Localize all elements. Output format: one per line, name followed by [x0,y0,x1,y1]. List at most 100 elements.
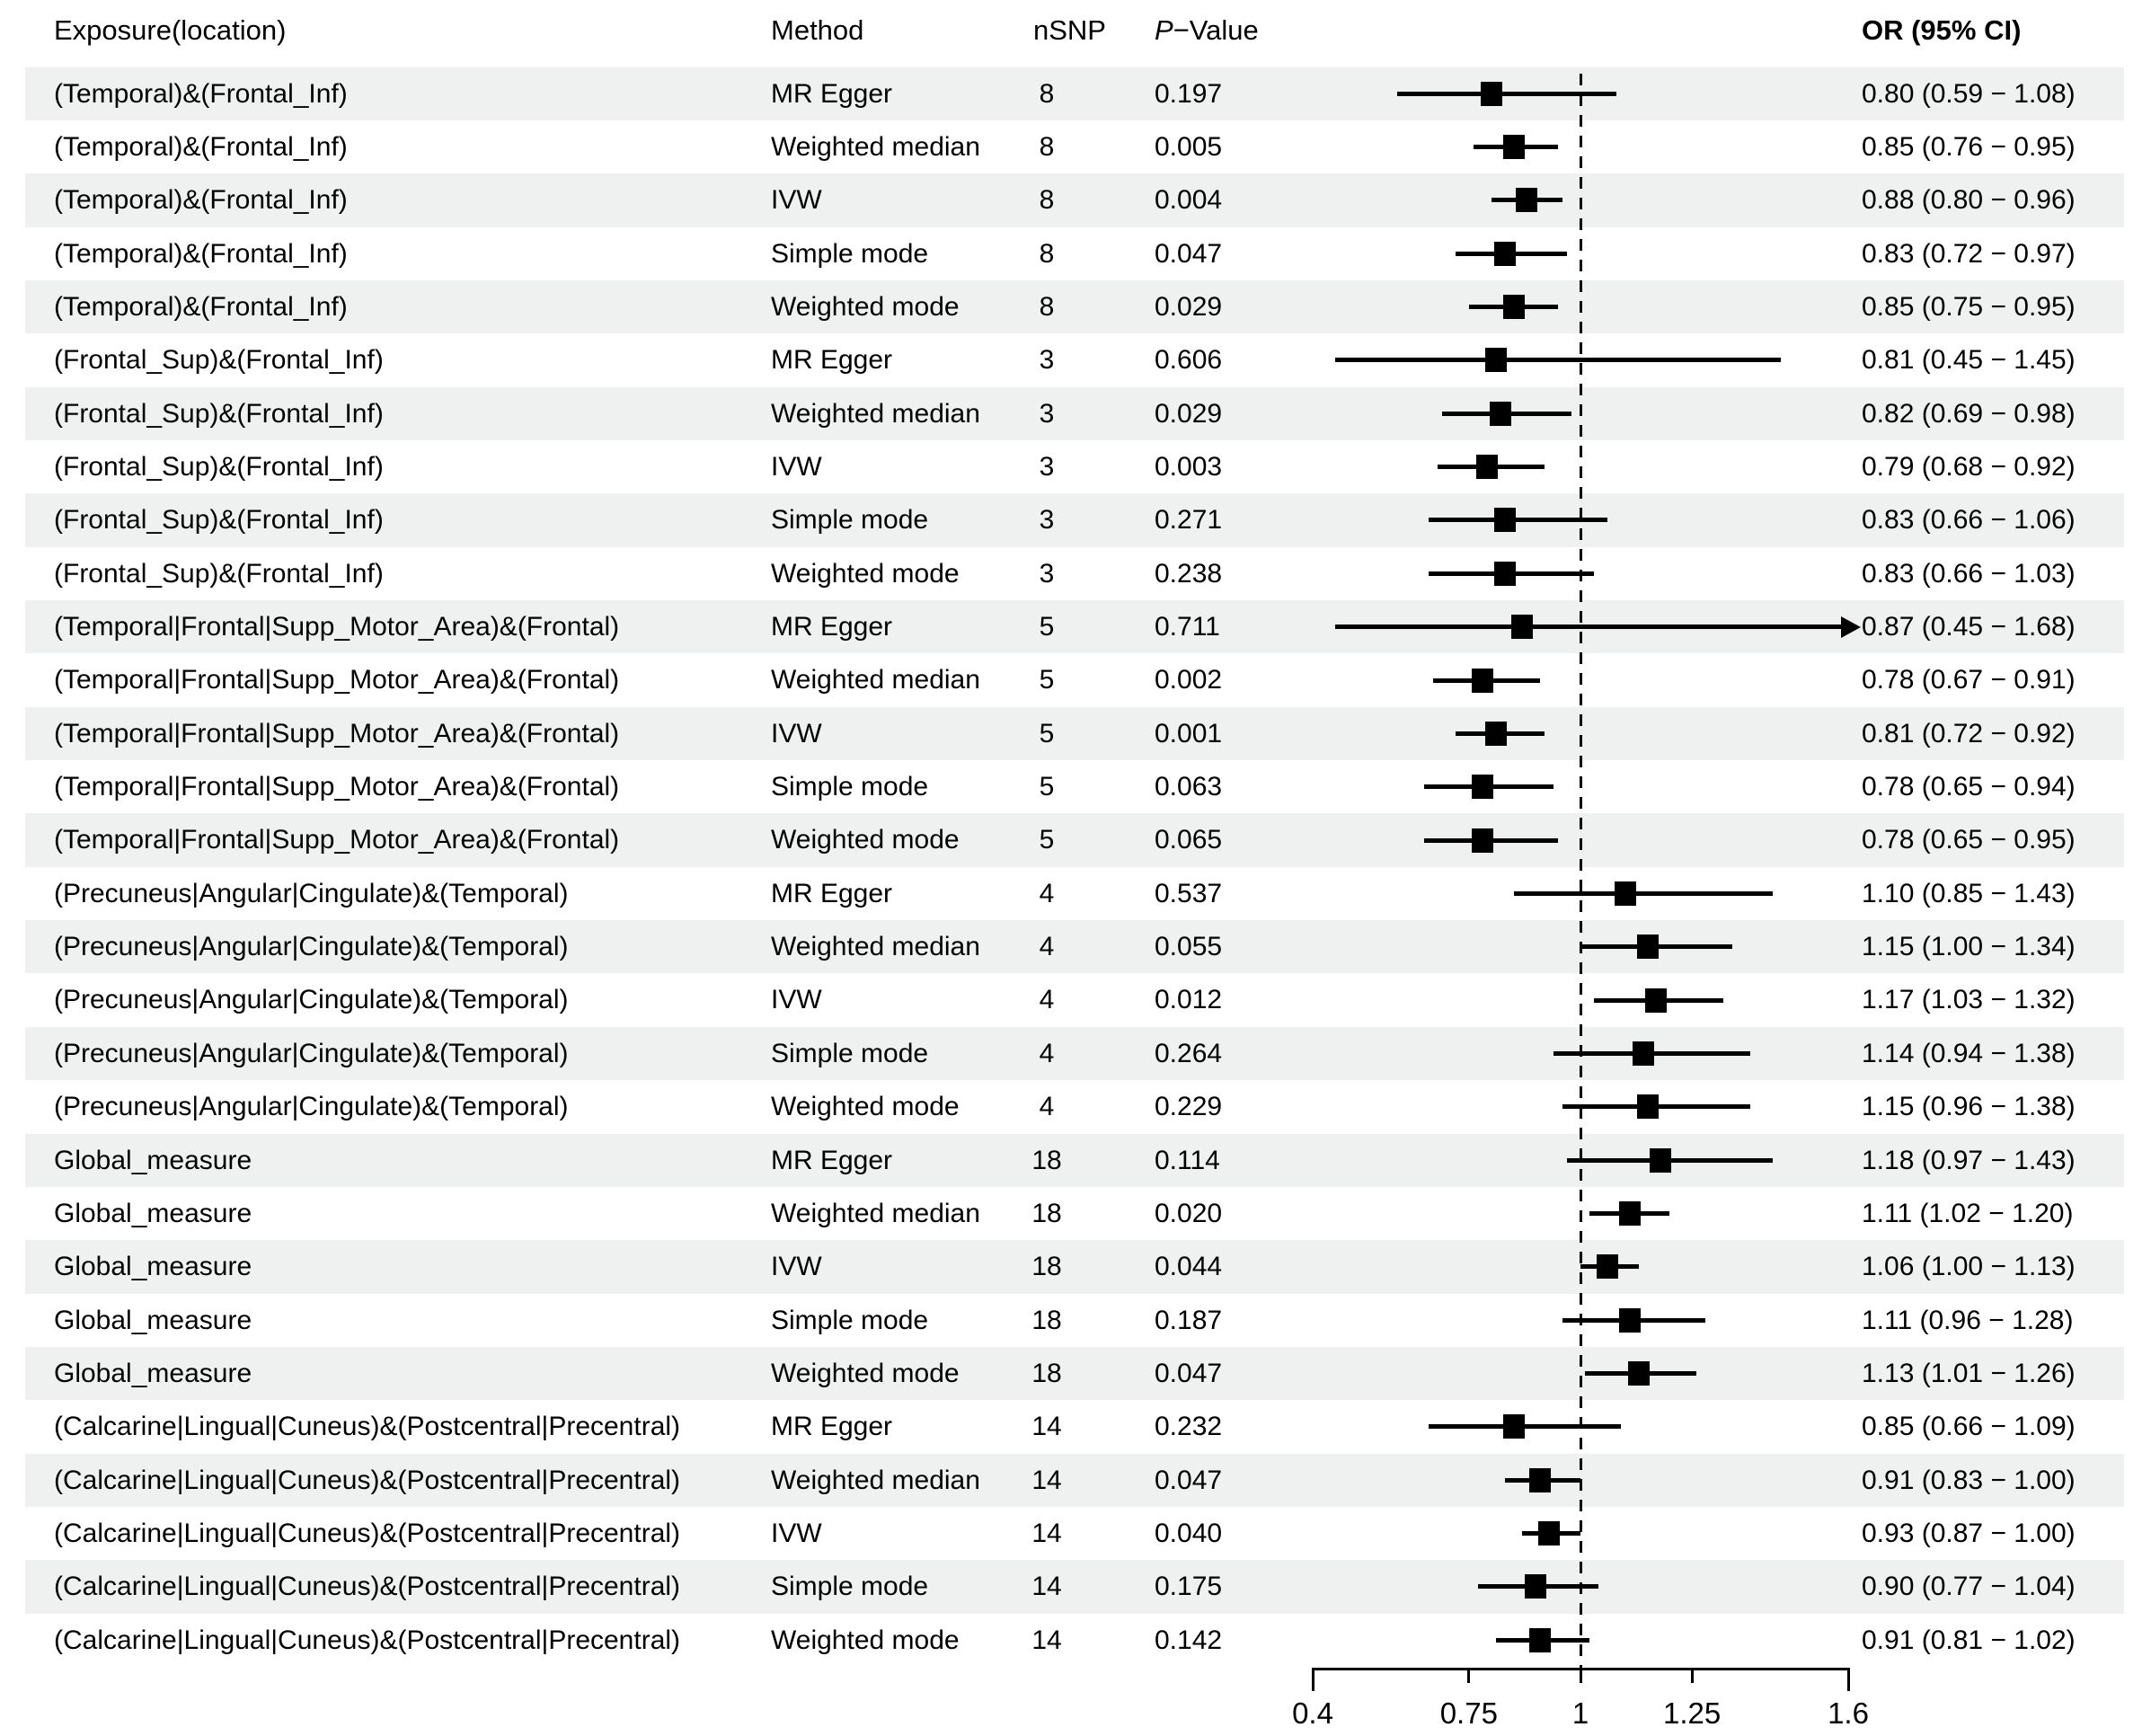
table-row: (Precuneus|Angular|Cingulate)&(Temporal)… [0,973,2151,1026]
table-row: (Precuneus|Angular|Cingulate)&(Temporal)… [0,920,2151,974]
nsnp-cell: 18 [1031,1305,1062,1335]
pvalue-cell: 0.005 [1155,131,1223,162]
or-ci-cell: 1.18 (0.97 − 1.43) [1862,1145,2076,1175]
exposure-cell: Global_measure [54,1198,252,1228]
table-row: (Temporal)&(Frontal_Inf) Weighted mode 8 0.… [0,279,2151,334]
pvalue-cell: 0.142 [1155,1625,1223,1655]
row-stripe [25,279,2124,334]
nsnp-cell: 5 [1039,825,1055,855]
pvalue-cell: 0.029 [1155,291,1223,322]
or-marker [1493,508,1516,533]
nsnp-cell: 4 [1039,1092,1055,1122]
method-cell: Weighted mode [771,1358,960,1388]
nsnp-cell: 5 [1039,612,1055,642]
or-marker [1502,135,1525,160]
nsnp-cell: 18 [1031,1252,1062,1282]
or-ci-cell: 0.91 (0.83 − 1.00) [1862,1465,2076,1495]
exposure-cell: (Temporal)&(Frontal_Inf) [54,131,348,162]
pvalue-cell: 0.001 [1155,718,1223,748]
table-row: (Precuneus|Angular|Cingulate)&(Temporal)… [0,1080,2151,1133]
or-marker [1618,1201,1641,1227]
col-header-exposure: Exposure(location) [54,14,287,46]
nsnp-cell: 5 [1039,718,1055,748]
nsnp-cell: 3 [1039,558,1055,589]
pvalue-cell: 0.229 [1155,1092,1223,1122]
or-ci-cell: 0.81 (0.72 − 0.92) [1862,718,2076,748]
or-ci-cell: 0.85 (0.75 − 0.95) [1862,291,2076,322]
nsnp-cell: 14 [1031,1465,1062,1495]
col-header-nsnp: nSNP [1033,14,1106,46]
nsnp-cell: 14 [1031,1572,1062,1602]
pvalue-cell: 0.063 [1155,772,1223,802]
table-row: (Temporal)&(Frontal_Inf) Simple mode 8 0.04… [0,227,2151,280]
or-ci-cell: 0.91 (0.81 − 1.02) [1862,1625,2076,1655]
pvalue-cell: 0.002 [1155,665,1223,695]
or-ci-cell: 0.82 (0.69 − 0.98) [1862,398,2076,429]
nsnp-cell: 5 [1039,665,1055,695]
axis-tick [1690,1668,1694,1683]
table-row: (Calcarine|Lingual|Cuneus)&(Postcentral|… [0,1507,2151,1560]
nsnp-cell: 3 [1039,505,1055,536]
nsnp-cell: 4 [1039,932,1055,962]
col-header-method: Method [771,14,864,46]
pvalue-cell: 0.012 [1155,985,1223,1015]
table-row: (Temporal|Frontal|Supp_Motor_Area)&(Fron… [0,706,2151,761]
table-row: (Frontal_Sup)&(Frontal_Inf) MR Egger 3 0.60… [0,333,2151,386]
or-marker [1484,348,1507,373]
axis-tick [1467,1668,1471,1683]
method-cell: Weighted median [771,131,980,162]
pvalue-cell: 0.187 [1155,1305,1223,1335]
exposure-cell: (Calcarine|Lingual|Cuneus)&(Postcentral|… [54,1572,681,1602]
axis-tick [1311,1668,1314,1691]
nsnp-cell: 8 [1039,185,1055,216]
row-stripe [25,1560,2124,1614]
exposure-cell: (Precuneus|Angular|Cingulate)&(Temporal) [54,985,569,1015]
or-marker [1480,81,1502,106]
table-row: Global_measure Weighted mode 18 0.047 1.13 (… [0,1346,2151,1401]
ci-line [1429,518,1607,523]
nsnp-cell: 8 [1039,291,1055,322]
pvalue-cell: 0.271 [1155,505,1223,536]
or-ci-cell: 0.79 (0.68 − 0.92) [1862,451,2076,482]
or-marker [1636,934,1659,960]
method-cell: IVW [771,1252,822,1282]
or-marker [1471,775,1493,800]
exposure-cell: Global_measure [54,1305,252,1335]
row-stripe [25,813,2124,867]
table-row: (Temporal)&(Frontal_Inf) IVW 8 0.004 0.88 (0… [0,173,2151,227]
table-row: (Temporal)&(Frontal_Inf) Weighted median 8… [0,120,2151,173]
exposure-cell: (Frontal_Sup)&(Frontal_Inf) [54,398,384,429]
or-marker [1650,1147,1672,1173]
axis-tick-label: 1.25 [1663,1696,1722,1730]
or-ci-cell: 0.78 (0.65 − 0.94) [1862,772,2076,802]
table-row: (Calcarine|Lingual|Cuneus)&(Postcentral|… [0,1453,2151,1507]
axis-tick-label: 1.6 [1828,1696,1869,1730]
pvalue-cell: 0.047 [1155,1465,1223,1495]
col-header-pvalue: P−Value [1155,7,1259,54]
row-stripe [25,1346,2124,1401]
pvalue-cell: 0.040 [1155,1518,1223,1548]
table-row: (Frontal_Sup)&(Frontal_Inf) Simple mode 3 0… [0,493,2151,547]
method-cell: IVW [771,985,822,1015]
exposure-cell: (Frontal_Sup)&(Frontal_Inf) [54,451,384,482]
row-stripe [25,386,2124,440]
table-row: (Frontal_Sup)&(Frontal_Inf) Weighted mode… [0,547,2151,600]
method-cell: Weighted mode [771,1092,960,1122]
exposure-cell: (Temporal|Frontal|Supp_Motor_Area)&(Fron… [54,718,620,748]
nsnp-cell: 4 [1039,878,1055,908]
reference-line [1579,74,1582,1668]
or-marker [1618,1307,1641,1333]
pvalue-cell: 0.004 [1155,185,1223,216]
method-cell: MR Egger [771,1145,893,1175]
or-marker [1493,561,1516,586]
ci-line [1429,1424,1621,1430]
pvalue-italic-p: P [1155,14,1173,46]
row-stripe [25,1133,2124,1187]
nsnp-cell: 8 [1039,131,1055,162]
or-ci-cell: 1.15 (0.96 − 1.38) [1862,1092,2076,1122]
or-marker [1471,828,1493,853]
method-cell: IVW [771,451,822,482]
table-row: Global_measure IVW 18 0.044 1.06 (1.00 − 1.1… [0,1240,2151,1294]
pvalue-cell: 0.232 [1155,1412,1223,1442]
table-row: Global_measure Weighted median 18 0.020 1.11… [0,1187,2151,1240]
